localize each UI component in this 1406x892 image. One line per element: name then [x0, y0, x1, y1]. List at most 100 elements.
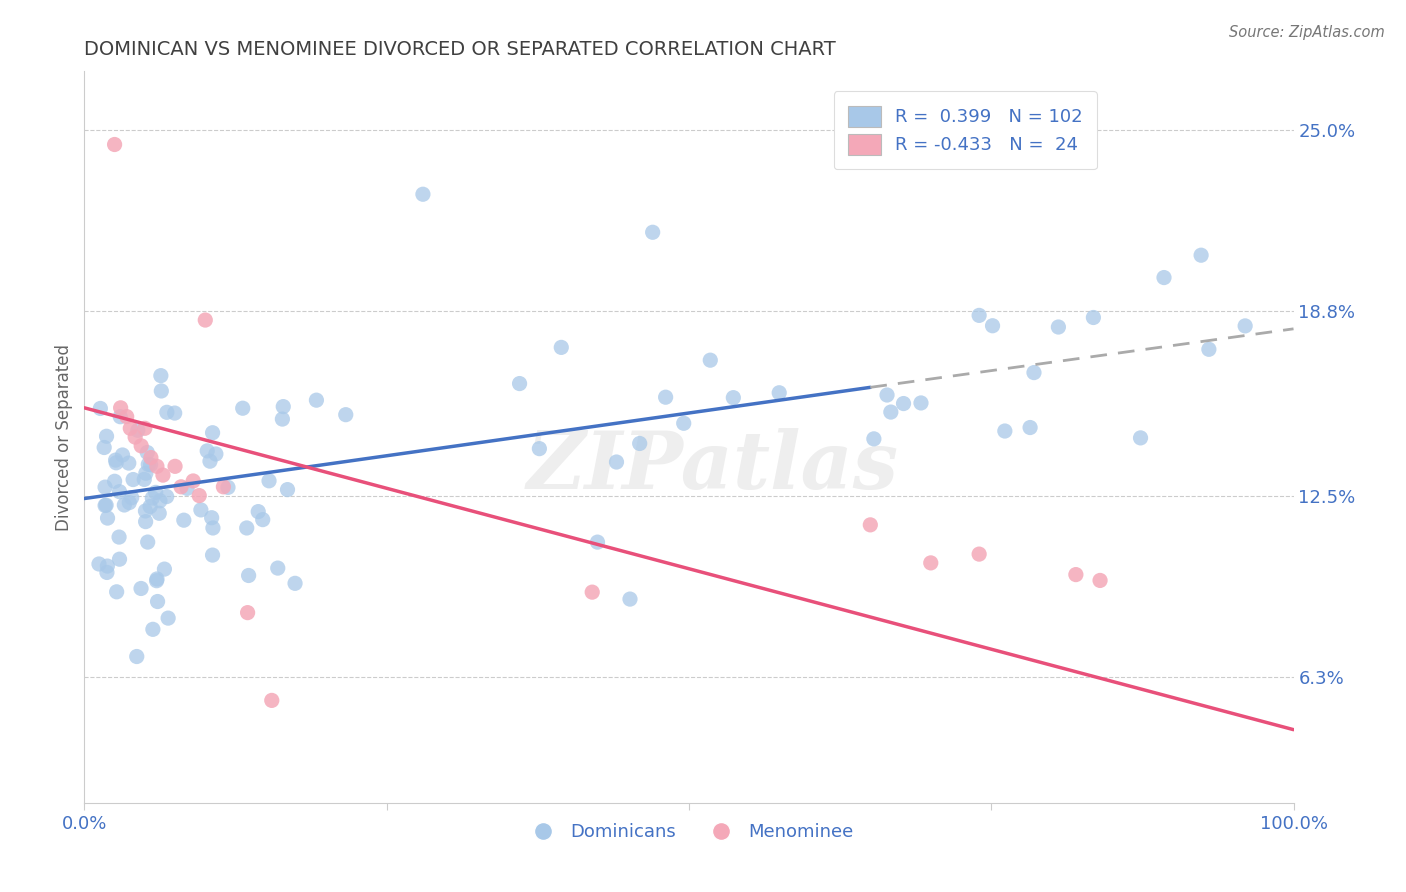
Point [1088, 574, 1111, 588]
Point [163, 406, 186, 420]
Point [112, 498, 135, 512]
Point [198, 454, 221, 468]
Point [1189, 248, 1212, 262]
Point [135, 467, 157, 481]
Point [94, 498, 117, 512]
Point [1129, 431, 1152, 445]
Point [127, 423, 149, 437]
Point [723, 391, 745, 405]
Text: Source: ZipAtlas.com: Source: ZipAtlas.com [1229, 25, 1385, 40]
Point [136, 535, 159, 549]
Point [672, 417, 695, 431]
Point [105, 456, 128, 470]
Point [149, 493, 172, 508]
Point [267, 561, 290, 575]
Point [122, 473, 145, 487]
Point [271, 400, 294, 414]
Point [550, 340, 572, 354]
Point [1064, 567, 1087, 582]
Point [181, 474, 204, 488]
Point [108, 552, 131, 566]
Point [89, 401, 111, 416]
Point [586, 535, 609, 549]
Point [305, 393, 328, 408]
Point [212, 480, 235, 494]
Point [529, 442, 551, 456]
Point [121, 491, 143, 505]
Point [96, 511, 118, 525]
Point [981, 318, 1004, 333]
Point [257, 474, 280, 488]
Point [134, 472, 156, 486]
Point [276, 483, 298, 497]
Point [115, 409, 138, 424]
Point [156, 405, 179, 419]
Point [232, 401, 254, 416]
Point [920, 556, 942, 570]
Point [152, 468, 174, 483]
Point [108, 484, 131, 499]
Point [201, 510, 224, 524]
Point [146, 572, 169, 586]
Point [142, 623, 165, 637]
Point [145, 485, 167, 500]
Point [145, 574, 167, 588]
Point [581, 585, 603, 599]
Point [1198, 343, 1220, 357]
Point [768, 385, 790, 400]
Point [134, 421, 156, 435]
Point [96, 559, 118, 574]
Point [201, 425, 224, 440]
Text: DOMINICAN VS MENOMINEE DIVORCED OR SEPARATED CORRELATION CHART: DOMINICAN VS MENOMINEE DIVORCED OR SEPAR… [84, 39, 837, 59]
Point [994, 424, 1017, 438]
Legend: Dominicans, Menominee: Dominicans, Menominee [517, 816, 860, 848]
Point [235, 521, 257, 535]
Point [157, 611, 180, 625]
Point [104, 475, 127, 489]
Point [194, 313, 217, 327]
Point [628, 436, 651, 450]
Point [118, 456, 141, 470]
Point [605, 455, 627, 469]
Point [201, 548, 224, 562]
Point [195, 443, 218, 458]
Point [641, 225, 664, 239]
Point [859, 517, 882, 532]
Y-axis label: Divorced or Separated: Divorced or Separated [55, 343, 73, 531]
Point [156, 490, 179, 504]
Point [124, 430, 146, 444]
Point [188, 489, 211, 503]
Point [619, 592, 641, 607]
Point [139, 458, 162, 472]
Point [236, 606, 259, 620]
Point [105, 584, 128, 599]
Point [139, 500, 162, 514]
Point [110, 401, 132, 415]
Point [876, 388, 898, 402]
Point [146, 594, 169, 608]
Point [967, 309, 990, 323]
Point [271, 412, 294, 426]
Point [1083, 310, 1105, 325]
Point [129, 582, 152, 596]
Point [148, 506, 170, 520]
Point [509, 376, 531, 391]
Point [110, 409, 132, 424]
Point [284, 576, 307, 591]
Point [104, 137, 127, 152]
Point [96, 429, 118, 443]
Point [87, 557, 110, 571]
Point [1047, 320, 1070, 334]
Point [170, 480, 193, 494]
Point [129, 439, 152, 453]
Point [104, 453, 127, 467]
Point [863, 432, 886, 446]
Point [141, 491, 163, 505]
Point [893, 396, 915, 410]
Point [150, 384, 173, 398]
Point [118, 495, 141, 509]
Point [173, 513, 195, 527]
Point [252, 513, 274, 527]
Point [176, 481, 198, 495]
Point [94, 480, 117, 494]
